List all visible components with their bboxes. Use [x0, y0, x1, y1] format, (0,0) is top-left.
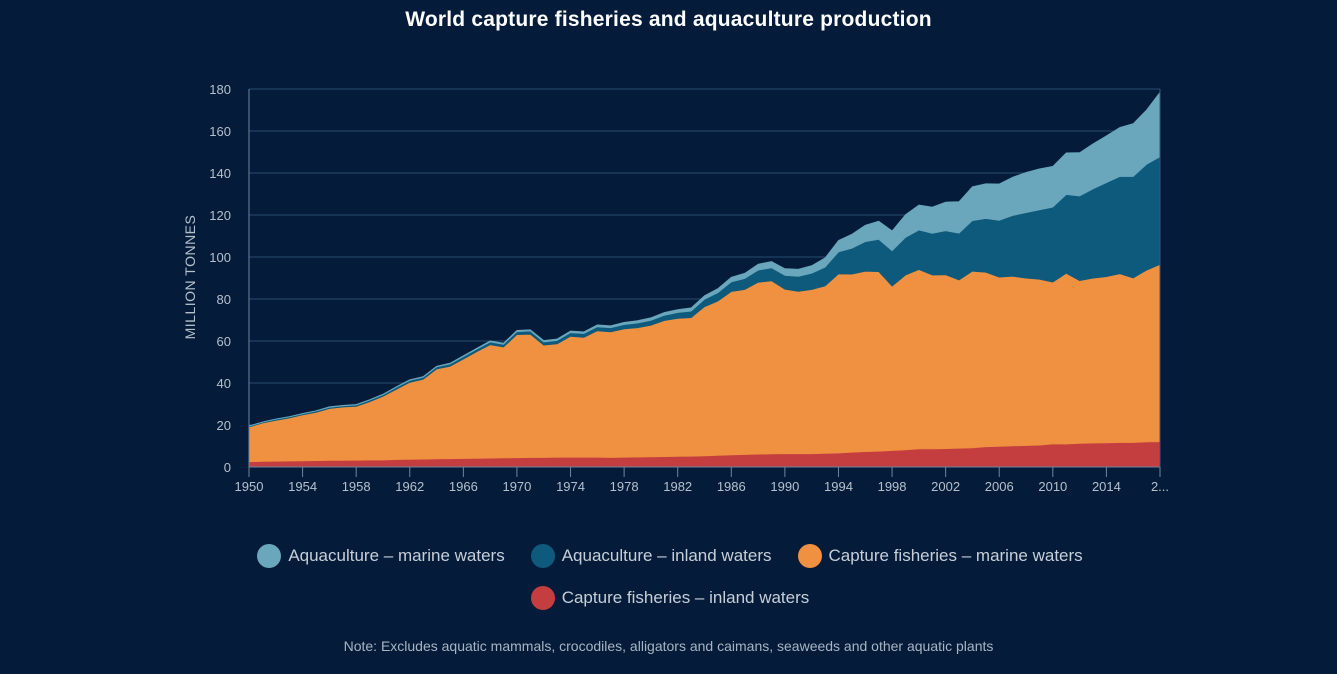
- legend-swatch: [257, 544, 282, 568]
- legend-swatch: [797, 544, 822, 568]
- y-tick-labels: 0 20 40 60 80 100 120 140 160 180: [209, 82, 231, 475]
- x-tick-label: 2...: [1151, 479, 1169, 494]
- x-tick-label: 1998: [878, 479, 907, 494]
- y-tick-label: 80: [217, 292, 231, 307]
- legend-label: Capture fisheries – inland waters: [561, 588, 810, 607]
- x-tick-label: 1982: [663, 479, 692, 494]
- legend-item-aquaculture-marine[interactable]: Aquaculture – marine waters: [257, 544, 505, 568]
- x-tick-label: 2006: [985, 479, 1014, 494]
- legend: Aquaculture – marine waters Aquaculture …: [190, 544, 1150, 610]
- x-tick-label: 1954: [288, 479, 317, 494]
- y-tick-label: 140: [209, 166, 231, 181]
- legend-swatch: [530, 586, 555, 610]
- y-tick-label: 160: [209, 124, 231, 139]
- x-tick-label: 1958: [342, 479, 371, 494]
- x-tick-label: 1970: [502, 479, 531, 494]
- x-tick-label: 2010: [1038, 479, 1067, 494]
- legend-item-aquaculture-inland[interactable]: Aquaculture – inland waters: [530, 544, 772, 568]
- x-tick-label: 1994: [824, 479, 853, 494]
- legend-label: Aquaculture – marine waters: [288, 546, 505, 565]
- x-tick-label: 1950: [235, 479, 264, 494]
- y-tick-label: 120: [209, 208, 231, 223]
- area-series-group: [248, 91, 1161, 468]
- y-tick-label: 40: [217, 376, 231, 391]
- legend-item-capture-marine[interactable]: Capture fisheries – marine waters: [797, 544, 1083, 568]
- y-axis-title: MILLION TONNES: [182, 215, 198, 340]
- y-tick-label: 100: [209, 250, 231, 265]
- chart-note: Note: Excludes aquatic mammals, crocodil…: [343, 638, 994, 654]
- x-tick-label: 2014: [1092, 479, 1121, 494]
- x-tick-label: 1990: [770, 479, 799, 494]
- y-tick-label: 180: [209, 82, 231, 97]
- x-tick-label: 1978: [610, 479, 639, 494]
- y-tick-label: 60: [217, 334, 231, 349]
- x-tick-label: 1986: [717, 479, 746, 494]
- chart-title: World capture fisheries and aquaculture …: [405, 8, 932, 31]
- x-tick-label: 1966: [449, 479, 478, 494]
- area-series-capture-fisheries-marine-waters: [248, 264, 1161, 463]
- y-tick-label: 0: [224, 460, 231, 475]
- x-tick-label: 1962: [395, 479, 424, 494]
- x-tick-label: 2002: [931, 479, 960, 494]
- legend-swatch: [530, 544, 555, 568]
- x-tick-labels: 1950 1954 1958 1962 1966 1970 1974 1978 1982 1986…: [235, 467, 1169, 494]
- x-tick-label: 1974: [556, 479, 585, 494]
- legend-label: Aquaculture – inland waters: [561, 546, 772, 565]
- y-tick-label: 20: [217, 418, 231, 433]
- axes: [248, 89, 1161, 468]
- legend-item-capture-inland[interactable]: Capture fisheries – inland waters: [530, 586, 810, 610]
- legend-label: Capture fisheries – marine waters: [828, 546, 1083, 565]
